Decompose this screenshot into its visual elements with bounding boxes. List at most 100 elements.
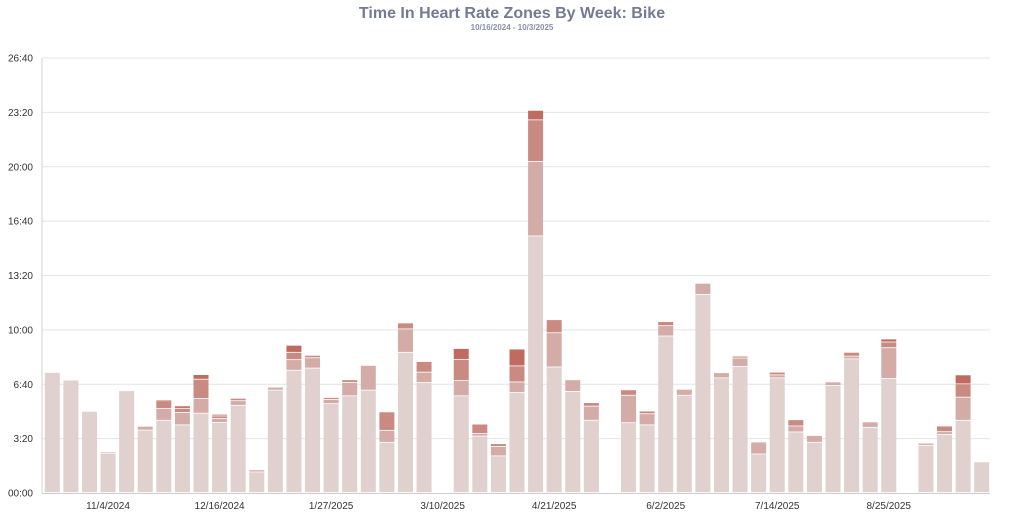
bar-segment-zone-3 (881, 342, 897, 348)
bar-segment-zone-1 (193, 413, 209, 493)
bar-segment-zone-2 (788, 426, 804, 432)
bar-segment-zone-2 (583, 406, 599, 420)
bar-segment-zone-2 (416, 372, 432, 383)
bar-segment-zone-2 (156, 408, 172, 420)
bar-segment-zone-1 (713, 378, 729, 493)
x-tick-label: 3/10/2025 (420, 501, 465, 512)
bar-segment-zone-4 (286, 345, 302, 352)
bar-segment-zone-1 (174, 425, 190, 493)
bar-segment-zone-1 (63, 380, 79, 493)
bar-segment-zone-1 (955, 420, 971, 493)
bar-segment-zone-2 (472, 434, 488, 436)
bar-segment-zone-2 (249, 470, 265, 472)
bar-segment-zone-2 (286, 360, 302, 370)
bar-segment-zone-2 (881, 348, 897, 379)
bar-segment-zone-2 (174, 412, 190, 425)
bar-segment-zone-1 (974, 462, 990, 493)
bar-segment-zone-1 (286, 370, 302, 493)
bar-segment-zone-2 (546, 333, 562, 367)
bar-segment-zone-1 (267, 390, 283, 493)
bar-segment-zone-3 (639, 411, 655, 414)
bar-segment-zone-1 (379, 442, 395, 493)
bar-segment-zone-1 (658, 336, 674, 493)
bar-segment-zone-2 (342, 382, 358, 396)
bar-segment-zone-2 (937, 432, 953, 435)
bar-segment-zone-2 (267, 387, 283, 390)
bar-segment-zone-3 (937, 426, 953, 432)
x-tick-label: 11/4/2024 (86, 501, 130, 512)
bar-segment-zone-2 (751, 442, 767, 454)
bar-segment-zone-4 (955, 375, 971, 384)
bar-segment-zone-4 (174, 406, 190, 408)
bar-segment-zone-2 (695, 283, 711, 295)
bar-segment-zone-1 (342, 396, 358, 493)
bar-segment-zone-1 (881, 378, 897, 493)
bar-segment-zone-3 (323, 397, 339, 399)
bar-segment-zone-2 (676, 389, 692, 395)
bar-segment-zone-1 (156, 420, 172, 493)
bar-segment-zone-1 (44, 372, 60, 493)
y-tick-label: 3:20 (14, 434, 34, 445)
bar-segment-zone-3 (528, 120, 544, 162)
bar-segment-zone-1 (676, 395, 692, 493)
bar-segment-zone-2 (528, 161, 544, 236)
chart-title: Time In Heart Rate Zones By Week: Bike (358, 5, 666, 22)
bar-segment-zone-2 (955, 397, 971, 420)
bar-segment-zone-1 (565, 391, 581, 493)
bar-segment-zone-2 (918, 443, 934, 445)
bar-segment-zone-3 (156, 401, 172, 409)
bar-segment-zone-1 (305, 368, 321, 493)
y-tick-label: 20:00 (8, 162, 33, 173)
bar-segment-zone-3 (416, 361, 432, 372)
bar-segment-zone-2 (825, 382, 841, 386)
bar-segment-zone-1 (360, 390, 376, 493)
x-tick-label: 1/27/2025 (309, 501, 354, 512)
bar-segment-zone-2 (305, 358, 321, 368)
bar-segment-zone-2 (397, 329, 413, 352)
bar-segment-zone-4 (528, 110, 544, 120)
bar-segment-zone-3 (509, 366, 525, 382)
bar-segment-zone-2 (212, 418, 228, 423)
bar-segment-zone-2 (806, 435, 822, 442)
bar-segment-zone-1 (416, 382, 432, 493)
bar-segment-zone-1 (788, 432, 804, 493)
bar-segment-zone-3 (472, 424, 488, 434)
bar-segment-zone-1 (825, 385, 841, 493)
bar-segment-zone-1 (621, 423, 637, 493)
bar-segment-zone-2 (230, 401, 246, 405)
bar-segment-zone-3 (546, 320, 562, 333)
bar-segment-zone-2 (509, 382, 525, 393)
bar-segment-zone-3 (305, 355, 321, 358)
bar-segment-zone-4 (881, 339, 897, 342)
bar-segment-zone-1 (249, 472, 265, 493)
bar-segment-zone-1 (230, 405, 246, 493)
bar-segment-zone-3 (193, 379, 209, 399)
bar-segment-zone-2 (379, 430, 395, 442)
bar-segment-zone-1 (100, 453, 116, 493)
bar-segment-zone-3 (397, 323, 413, 329)
bar-segment-zone-1 (490, 456, 506, 493)
bar-segment-zone-3 (583, 403, 599, 406)
bar-segment-zone-3 (490, 444, 506, 446)
bar-segment-zone-2 (193, 398, 209, 413)
bar-segment-zone-2 (732, 358, 748, 367)
bar-segment-zone-1 (862, 427, 878, 493)
bar-segment-zone-1 (918, 445, 934, 493)
bar-segment-zone-1 (639, 425, 655, 493)
bar-segment-zone-1 (937, 434, 953, 493)
bar-segment-zone-2 (565, 380, 581, 392)
bar-segment-zone-2 (713, 373, 729, 378)
bar-segment-zone-4 (193, 375, 209, 379)
bar-segment-zone-4 (212, 414, 228, 416)
bar-segment-zone-3 (621, 390, 637, 395)
bar-segment-zone-1 (509, 392, 525, 493)
bar-segment-zone-3 (955, 384, 971, 397)
bar-segment-zone-1 (695, 294, 711, 493)
bar-segment-zone-1 (323, 404, 339, 493)
bar-segment-zone-3 (769, 372, 785, 375)
bar-segment-zone-4 (156, 400, 172, 401)
bar-segment-zone-1 (397, 352, 413, 493)
bar-segment-zone-1 (472, 436, 488, 493)
bar-segment-zone-3 (212, 416, 228, 418)
